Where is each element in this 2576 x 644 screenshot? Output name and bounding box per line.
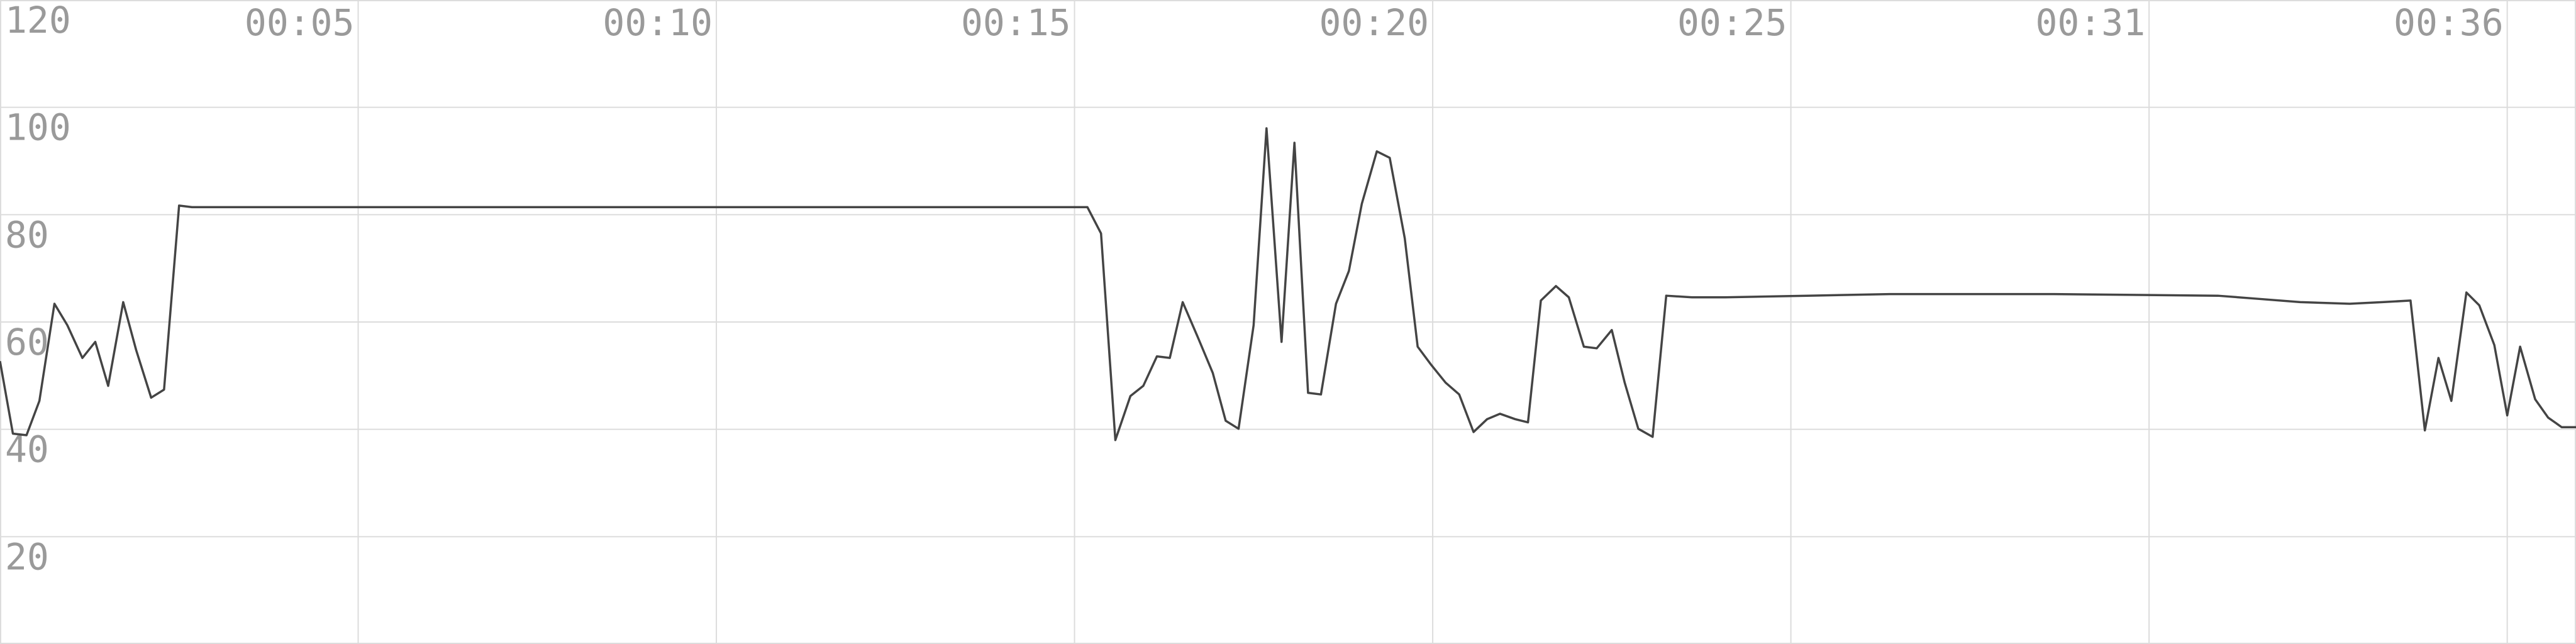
y-tick-label: 80 <box>5 213 49 256</box>
x-tick-label: 00:31 <box>2036 1 2146 44</box>
y-tick-label: 60 <box>5 321 49 364</box>
y-tick-label: 100 <box>5 106 71 149</box>
x-tick-label: 00:20 <box>1319 1 1429 44</box>
data-line <box>0 127 2576 441</box>
x-tick-label: 00:36 <box>2394 1 2504 44</box>
x-tick-label: 00:15 <box>961 1 1071 44</box>
x-tick-label: 00:10 <box>602 1 713 44</box>
x-tick-label: 00:25 <box>1677 1 1787 44</box>
y-tick-label: 20 <box>5 535 49 578</box>
x-tick-label: 00:05 <box>245 1 355 44</box>
y-tick-label: 120 <box>5 0 71 42</box>
